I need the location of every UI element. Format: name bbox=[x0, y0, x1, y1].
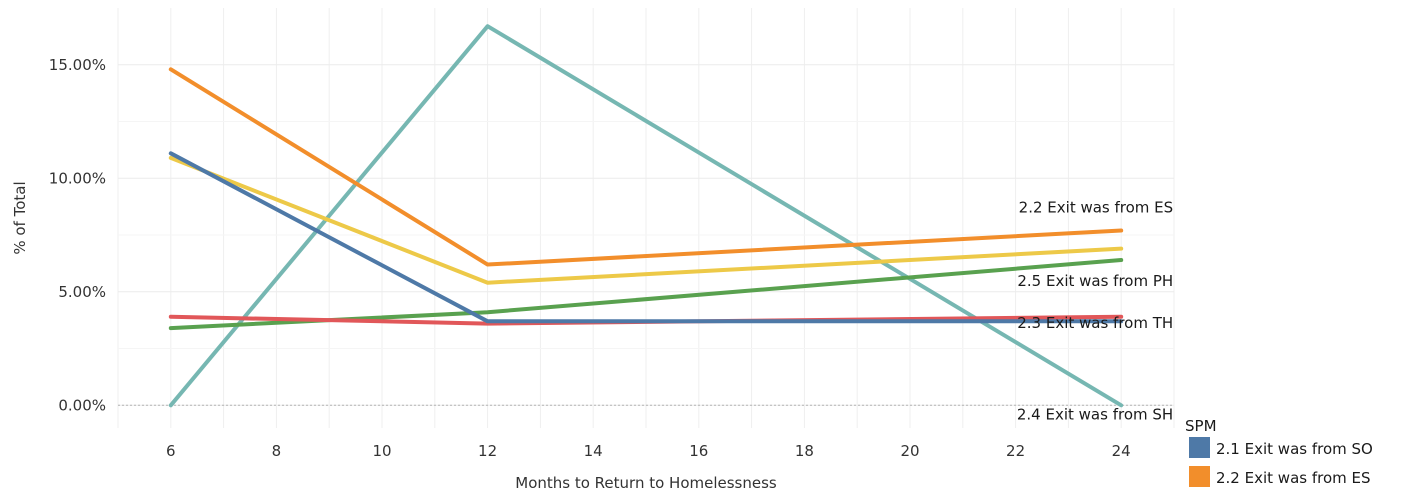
series-end-labels: 2.2 Exit was from ES 2.5 Exit was from PH… bbox=[1017, 198, 1173, 423]
y-tick-label: 15.00% bbox=[49, 56, 106, 74]
legend-label: 2.2 Exit was from ES bbox=[1216, 469, 1371, 487]
end-label: 2.4 Exit was from SH bbox=[1017, 405, 1173, 423]
legend-swatch bbox=[1189, 437, 1210, 458]
x-tick-label: 18 bbox=[795, 442, 814, 460]
x-tick-label: 6 bbox=[166, 442, 176, 460]
x-tick-label: 12 bbox=[478, 442, 497, 460]
x-tick-label: 14 bbox=[584, 442, 603, 460]
y-tick-label: 10.00% bbox=[49, 169, 106, 187]
y-tick-label: 5.00% bbox=[58, 283, 106, 301]
x-tick-label: 8 bbox=[272, 442, 282, 460]
series-line-3 bbox=[168, 314, 1124, 326]
y-axis-ticks: 0.00% 5.00% 10.00% 15.00% bbox=[49, 56, 106, 415]
legend-swatch bbox=[1189, 466, 1210, 487]
series-line-6 bbox=[168, 155, 1124, 285]
x-tick-label: 16 bbox=[689, 442, 708, 460]
y-axis-title: % of Total bbox=[11, 181, 29, 254]
x-tick-label: 10 bbox=[372, 442, 391, 460]
x-axis-title: Months to Return to Homelessness bbox=[515, 474, 777, 492]
legend-label: 2.1 Exit was from SO bbox=[1216, 440, 1373, 458]
series-line-2 bbox=[168, 67, 1124, 267]
series-lines bbox=[168, 24, 1124, 408]
series-line-5 bbox=[168, 258, 1124, 331]
legend-title: SPM bbox=[1185, 417, 1217, 435]
x-tick-label: 24 bbox=[1112, 442, 1131, 460]
legend: SPM 2.1 Exit was from SO 2.2 Exit was fro… bbox=[1185, 417, 1373, 487]
x-tick-label: 20 bbox=[900, 442, 919, 460]
x-axis-ticks: 6 8 10 12 14 16 18 20 22 24 bbox=[166, 442, 1131, 460]
end-label: 2.3 Exit was from TH bbox=[1017, 314, 1173, 332]
x-tick-label: 22 bbox=[1006, 442, 1025, 460]
chart-grid bbox=[117, 8, 1175, 428]
series-line-1 bbox=[168, 151, 1124, 324]
y-tick-label: 0.00% bbox=[58, 396, 106, 414]
end-label: 2.2 Exit was from ES bbox=[1019, 198, 1174, 216]
end-label: 2.5 Exit was from PH bbox=[1017, 272, 1173, 290]
